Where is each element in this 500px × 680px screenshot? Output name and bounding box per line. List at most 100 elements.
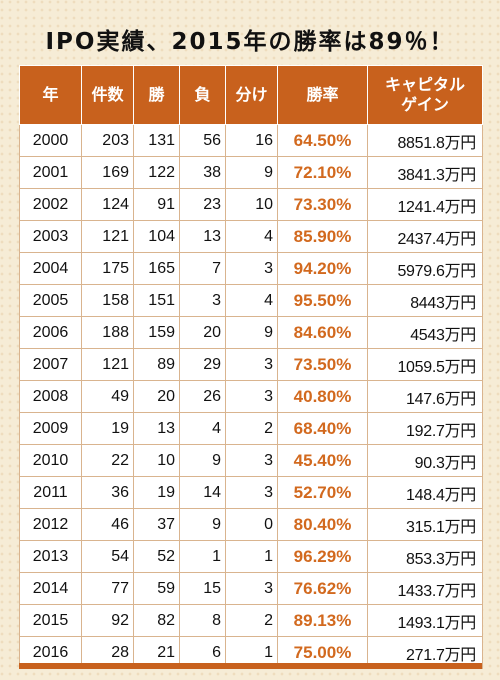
cell-win-rate: 72.10% — [277, 156, 368, 189]
cell-year: 2003 — [19, 220, 82, 253]
cell-count: 121 — [81, 348, 134, 381]
cell-count: 22 — [81, 444, 134, 477]
cell-count: 49 — [81, 380, 134, 413]
cell-win-rate: 40.80% — [277, 380, 368, 413]
cell-losses: 14 — [179, 476, 226, 509]
cell-draws: 3 — [225, 572, 278, 605]
cell-count: 158 — [81, 284, 134, 317]
cell-wins: 104 — [133, 220, 180, 253]
cell-wins: 151 — [133, 284, 180, 317]
table-row: 2010 22 10 9 3 45.40% 90.3万円 — [19, 444, 483, 477]
cell-wins: 89 — [133, 348, 180, 381]
cell-capital-gain: 5979.6万円 — [367, 252, 483, 285]
cell-count: 188 — [81, 316, 134, 349]
cell-losses: 9 — [179, 508, 226, 541]
table-row: 2013 54 52 1 1 96.29% 853.3万円 — [19, 540, 483, 573]
header-count: 件数 — [81, 65, 134, 125]
header-capital-gain: キャピタル ゲイン — [367, 65, 483, 125]
table-row: 2006 188 159 20 9 84.60% 4543万円 — [19, 316, 483, 349]
ipo-results-table: 年 件数 勝 負 分け 勝率 キャピタル ゲイン 2000 203 131 56 16 6… — [19, 65, 483, 669]
header-wins: 勝 — [133, 65, 180, 125]
cell-draws: 10 — [225, 188, 278, 221]
cell-capital-gain: 315.1万円 — [367, 508, 483, 541]
cell-year: 2014 — [19, 572, 82, 605]
table-row: 2007 121 89 29 3 73.50% 1059.5万円 — [19, 348, 483, 381]
table-row: 2009 19 13 4 2 68.40% 192.7万円 — [19, 412, 483, 445]
cell-win-rate: 95.50% — [277, 284, 368, 317]
cell-wins: 10 — [133, 444, 180, 477]
cell-losses: 15 — [179, 572, 226, 605]
cell-win-rate: 45.40% — [277, 444, 368, 477]
cell-capital-gain: 1493.1万円 — [367, 604, 483, 637]
cell-year: 2004 — [19, 252, 82, 285]
cell-draws: 4 — [225, 220, 278, 253]
cell-win-rate: 76.62% — [277, 572, 368, 605]
cell-year: 2001 — [19, 156, 82, 189]
cell-year: 2013 — [19, 540, 82, 573]
cell-count: 77 — [81, 572, 134, 605]
table-header-row: 年 件数 勝 負 分け 勝率 キャピタル ゲイン — [19, 65, 483, 125]
cell-count: 92 — [81, 604, 134, 637]
header-losses: 負 — [179, 65, 226, 125]
table-row: 2012 46 37 9 0 80.40% 315.1万円 — [19, 508, 483, 541]
cell-win-rate: 89.13% — [277, 604, 368, 637]
table-row: 2011 36 19 14 3 52.70% 148.4万円 — [19, 476, 483, 509]
cell-year: 2006 — [19, 316, 82, 349]
cell-count: 36 — [81, 476, 134, 509]
table-row: 2002 124 91 23 10 73.30% 1241.4万円 — [19, 188, 483, 221]
cell-draws: 3 — [225, 476, 278, 509]
header-draws: 分け — [225, 65, 278, 125]
cell-capital-gain: 3841.3万円 — [367, 156, 483, 189]
cell-wins: 52 — [133, 540, 180, 573]
cell-capital-gain: 147.6万円 — [367, 380, 483, 413]
header-year: 年 — [19, 65, 82, 125]
cell-draws: 3 — [225, 348, 278, 381]
cell-losses: 26 — [179, 380, 226, 413]
cell-count: 175 — [81, 252, 134, 285]
cell-draws: 9 — [225, 316, 278, 349]
cell-losses: 3 — [179, 284, 226, 317]
table-row: 2000 203 131 56 16 64.50% 8851.8万円 — [19, 124, 483, 157]
cell-draws: 2 — [225, 604, 278, 637]
table-row: 2015 92 82 8 2 89.13% 1493.1万円 — [19, 604, 483, 637]
table-row: 2008 49 20 26 3 40.80% 147.6万円 — [19, 380, 483, 413]
cell-capital-gain: 2437.4万円 — [367, 220, 483, 253]
cell-wins: 131 — [133, 124, 180, 157]
cell-win-rate: 80.40% — [277, 508, 368, 541]
cell-wins: 91 — [133, 188, 180, 221]
cell-year: 2011 — [19, 476, 82, 509]
cell-count: 121 — [81, 220, 134, 253]
cell-win-rate: 73.50% — [277, 348, 368, 381]
cell-losses: 23 — [179, 188, 226, 221]
cell-losses: 13 — [179, 220, 226, 253]
cell-year: 2008 — [19, 380, 82, 413]
cell-capital-gain: 192.7万円 — [367, 412, 483, 445]
cell-capital-gain: 8443万円 — [367, 284, 483, 317]
cell-losses: 1 — [179, 540, 226, 573]
cell-count: 54 — [81, 540, 134, 573]
cell-count: 19 — [81, 412, 134, 445]
cell-capital-gain: 8851.8万円 — [367, 124, 483, 157]
cell-losses: 9 — [179, 444, 226, 477]
cell-count: 169 — [81, 156, 134, 189]
cell-capital-gain: 4543万円 — [367, 316, 483, 349]
cell-year: 2015 — [19, 604, 82, 637]
cell-wins: 37 — [133, 508, 180, 541]
cell-year: 2005 — [19, 284, 82, 317]
cell-capital-gain: 1241.4万円 — [367, 188, 483, 221]
cell-year: 2007 — [19, 348, 82, 381]
cell-count: 203 — [81, 124, 134, 157]
bottom-border — [19, 663, 482, 669]
cell-draws: 1 — [225, 540, 278, 573]
cell-win-rate: 85.90% — [277, 220, 368, 253]
cell-year: 2002 — [19, 188, 82, 221]
cell-wins: 13 — [133, 412, 180, 445]
cell-year: 2012 — [19, 508, 82, 541]
cell-losses: 29 — [179, 348, 226, 381]
cell-year: 2010 — [19, 444, 82, 477]
cell-count: 124 — [81, 188, 134, 221]
cell-win-rate: 73.30% — [277, 188, 368, 221]
cell-win-rate: 52.70% — [277, 476, 368, 509]
cell-wins: 122 — [133, 156, 180, 189]
cell-losses: 8 — [179, 604, 226, 637]
